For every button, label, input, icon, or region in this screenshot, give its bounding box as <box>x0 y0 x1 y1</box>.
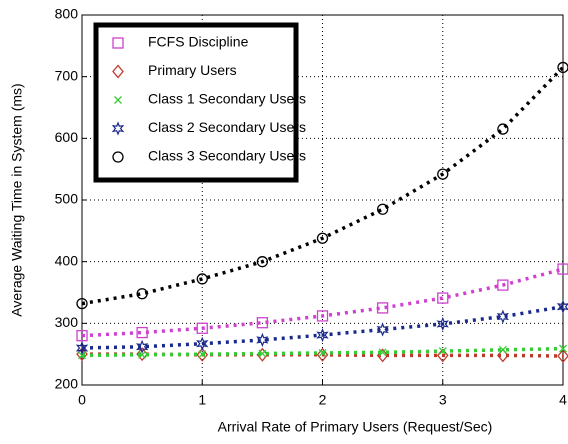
data-point <box>497 123 509 135</box>
data-point <box>256 332 269 348</box>
legend-label: Class 2 Secondary Users <box>148 119 306 135</box>
data-point <box>318 348 327 357</box>
data-point <box>76 330 88 342</box>
x-axis-label: Arrival Rate of Primary Users (Request/S… <box>218 419 493 435</box>
data-point <box>376 302 389 314</box>
legend-marker <box>112 37 124 49</box>
data-point <box>557 349 568 364</box>
x-tick-label: 0 <box>78 392 86 408</box>
legend-marker <box>114 96 122 104</box>
series-line <box>81 66 565 306</box>
data-point <box>75 340 89 356</box>
data-point <box>258 349 267 358</box>
data-point <box>376 322 389 337</box>
data-point <box>436 348 449 363</box>
data-point <box>496 309 509 324</box>
x-tick-label: 4 <box>559 392 567 408</box>
y-tick-label: 400 <box>55 252 79 268</box>
series-line <box>81 304 564 350</box>
data-point <box>559 344 567 353</box>
y-tick-label: 300 <box>55 314 79 330</box>
data-point <box>196 347 209 362</box>
data-point <box>437 292 449 304</box>
legend-label: Primary Users <box>148 62 237 78</box>
data-point <box>316 310 329 322</box>
data-point <box>316 232 329 244</box>
data-point <box>498 345 507 354</box>
x-tick-label: 3 <box>439 392 447 408</box>
data-point <box>557 61 568 74</box>
x-tick-label: 1 <box>198 392 206 408</box>
legend-marker <box>112 151 124 163</box>
y-tick-label: 200 <box>55 376 79 392</box>
data-point <box>316 328 329 343</box>
data-point <box>196 273 208 285</box>
data-point <box>256 256 269 268</box>
data-point <box>136 288 148 300</box>
legend-box <box>93 22 299 183</box>
data-point <box>378 348 387 357</box>
data-point <box>497 279 509 291</box>
legend-marker <box>112 64 124 79</box>
data-point <box>437 168 449 180</box>
plot-frame <box>81 14 564 386</box>
data-point <box>196 336 209 351</box>
y-tick-label: 600 <box>55 129 79 145</box>
data-point <box>138 350 147 359</box>
legend-marker <box>111 121 125 136</box>
legend-label: FCFS Discipline <box>148 34 249 50</box>
data-point <box>136 326 148 339</box>
data-point <box>438 347 447 356</box>
data-point <box>78 351 86 360</box>
legend-label: Class 1 Secondary Users <box>148 91 306 107</box>
data-point <box>376 203 389 215</box>
data-point <box>256 317 269 329</box>
data-point <box>76 297 88 310</box>
y-axis-label: Average Waiting Time in System (ms) <box>9 83 25 316</box>
y-tick-label: 800 <box>55 6 79 22</box>
series-line <box>81 267 564 338</box>
legend-label: Class 3 Secondary Users <box>148 148 306 164</box>
data-point <box>316 347 329 362</box>
data-point <box>436 316 449 331</box>
data-point <box>196 322 208 334</box>
data-point <box>557 263 568 275</box>
y-tick-label: 700 <box>55 67 79 83</box>
data-point <box>136 339 149 354</box>
y-tick-label: 500 <box>55 191 79 207</box>
x-tick-label: 2 <box>319 392 327 408</box>
data-point <box>198 350 207 359</box>
